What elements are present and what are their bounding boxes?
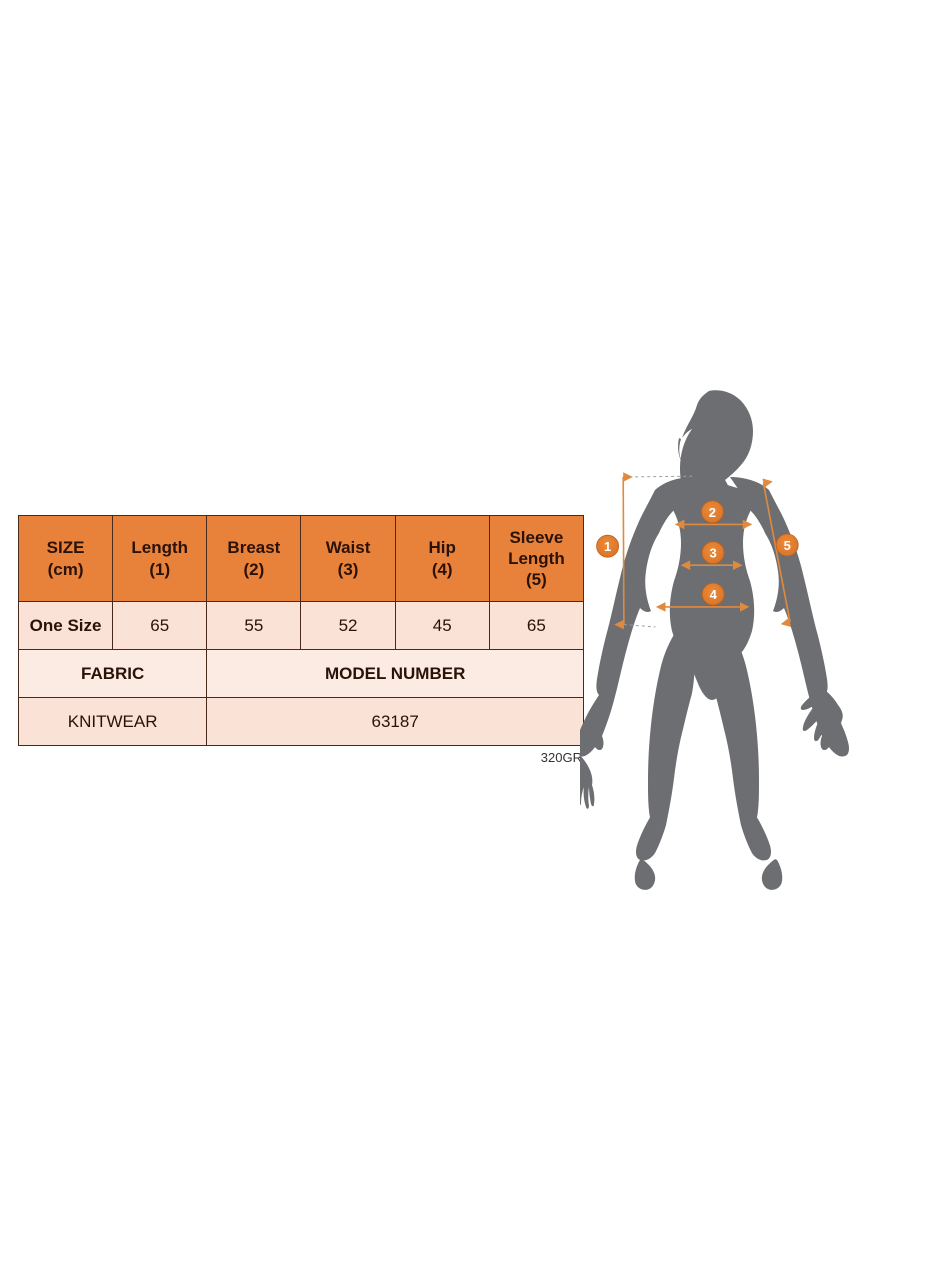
svg-text:1: 1 [604, 539, 611, 554]
svg-text:3: 3 [709, 546, 716, 561]
svg-text:2: 2 [709, 505, 716, 520]
svg-text:5: 5 [784, 538, 791, 553]
svg-text:4: 4 [710, 587, 718, 602]
